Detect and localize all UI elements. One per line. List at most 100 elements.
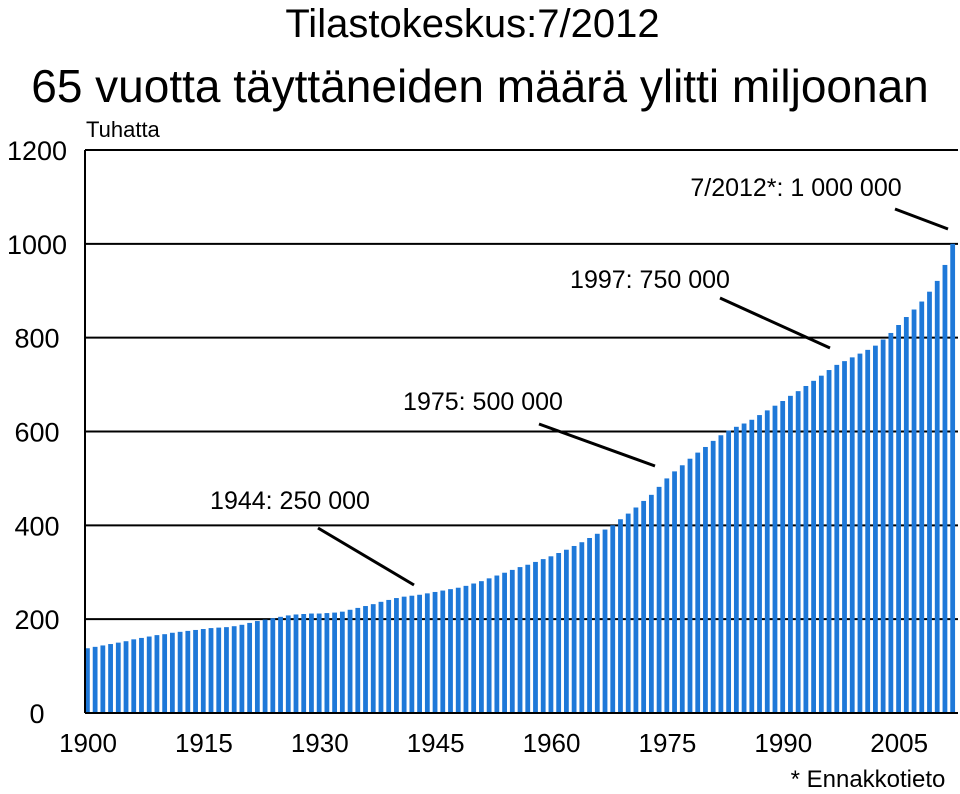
bar xyxy=(865,349,871,713)
y-tick-label: 1000 xyxy=(7,230,67,260)
bar xyxy=(386,599,392,713)
bar xyxy=(842,361,847,714)
bar xyxy=(741,423,747,713)
bar xyxy=(780,401,786,713)
bar xyxy=(525,564,531,713)
annotation-leader xyxy=(719,296,831,350)
bar xyxy=(363,606,368,713)
bar xyxy=(571,545,577,713)
bar xyxy=(324,613,330,713)
bar xyxy=(417,594,422,713)
bar xyxy=(231,626,237,713)
bar xyxy=(309,613,314,713)
bar xyxy=(772,405,778,713)
bar xyxy=(208,628,214,713)
bar xyxy=(873,345,878,713)
bar xyxy=(641,500,647,713)
footnote: * Ennakkotieto xyxy=(791,766,946,793)
bar xyxy=(200,629,206,713)
bar xyxy=(440,590,446,713)
bar xyxy=(903,317,909,713)
bar xyxy=(533,561,538,713)
bar xyxy=(494,575,500,713)
bar xyxy=(247,622,253,713)
bar xyxy=(401,596,407,713)
y-axis-label: Tuhatta xyxy=(86,117,161,142)
bar xyxy=(409,595,415,713)
bar xyxy=(764,410,770,713)
bar xyxy=(339,611,345,713)
bar xyxy=(602,529,608,713)
y-tick-label: 0 xyxy=(29,699,44,729)
bar xyxy=(618,519,623,713)
x-tick-label: 1930 xyxy=(291,728,349,758)
bar xyxy=(394,598,399,713)
bar xyxy=(826,370,832,713)
annotation-label: 7/2012*: 1 000 000 xyxy=(690,174,901,202)
bar xyxy=(811,380,816,713)
bar xyxy=(162,634,168,713)
bar xyxy=(509,569,515,713)
y-tick-label: 1200 xyxy=(7,136,67,166)
bar xyxy=(579,542,585,713)
bar xyxy=(950,243,956,713)
bar xyxy=(834,364,840,713)
bar xyxy=(803,385,809,713)
x-tick-label: 1990 xyxy=(754,728,812,758)
y-tick-label: 400 xyxy=(14,511,59,541)
bar xyxy=(648,494,654,713)
bar xyxy=(332,612,338,713)
bar xyxy=(115,642,121,714)
chart-subtitle: 65 vuotta täyttäneiden määrä ylitti milj… xyxy=(31,60,929,112)
bar xyxy=(548,556,554,713)
bar xyxy=(455,587,461,713)
bar xyxy=(672,471,677,713)
x-tick-label: 1975 xyxy=(639,728,697,758)
bar xyxy=(239,624,245,713)
bar xyxy=(224,627,229,713)
x-tick-label: 2005 xyxy=(870,728,928,758)
annotation-label: 1997: 750 000 xyxy=(570,266,730,294)
bar xyxy=(757,415,762,713)
annotation-label: 1944: 250 000 xyxy=(210,487,370,515)
bar xyxy=(857,353,863,713)
bar xyxy=(749,419,755,713)
bar xyxy=(927,291,932,713)
bar xyxy=(656,486,662,713)
x-tick-label: 1960 xyxy=(523,728,581,758)
bar xyxy=(540,559,546,713)
bar xyxy=(687,458,693,713)
bar xyxy=(270,618,276,713)
bar xyxy=(849,357,855,713)
bar xyxy=(347,609,353,713)
bar xyxy=(502,572,507,713)
y-tick-label: 200 xyxy=(14,605,59,635)
bar xyxy=(92,646,98,713)
bar xyxy=(587,538,592,713)
bar xyxy=(177,631,183,713)
bar xyxy=(355,607,361,713)
x-tick-label: 1900 xyxy=(59,728,117,758)
bar xyxy=(432,591,438,713)
bar xyxy=(316,613,322,713)
bar xyxy=(285,615,291,713)
bar xyxy=(942,264,948,713)
bar xyxy=(185,630,191,713)
bar xyxy=(610,525,616,713)
bar xyxy=(370,604,376,713)
bar xyxy=(818,375,824,713)
bar xyxy=(556,553,562,713)
bar xyxy=(216,627,222,713)
bar xyxy=(594,533,600,713)
bar xyxy=(919,301,925,713)
bar xyxy=(169,632,175,713)
bar xyxy=(293,614,299,713)
y-tick-label: 600 xyxy=(14,418,59,448)
bar xyxy=(934,280,940,713)
bar xyxy=(123,641,129,713)
bar xyxy=(100,645,106,713)
y-tick-label: 800 xyxy=(14,324,59,354)
bar xyxy=(733,426,739,713)
chart-title: Tilastokeskus:7/2012 xyxy=(285,2,660,46)
bar xyxy=(679,465,685,713)
